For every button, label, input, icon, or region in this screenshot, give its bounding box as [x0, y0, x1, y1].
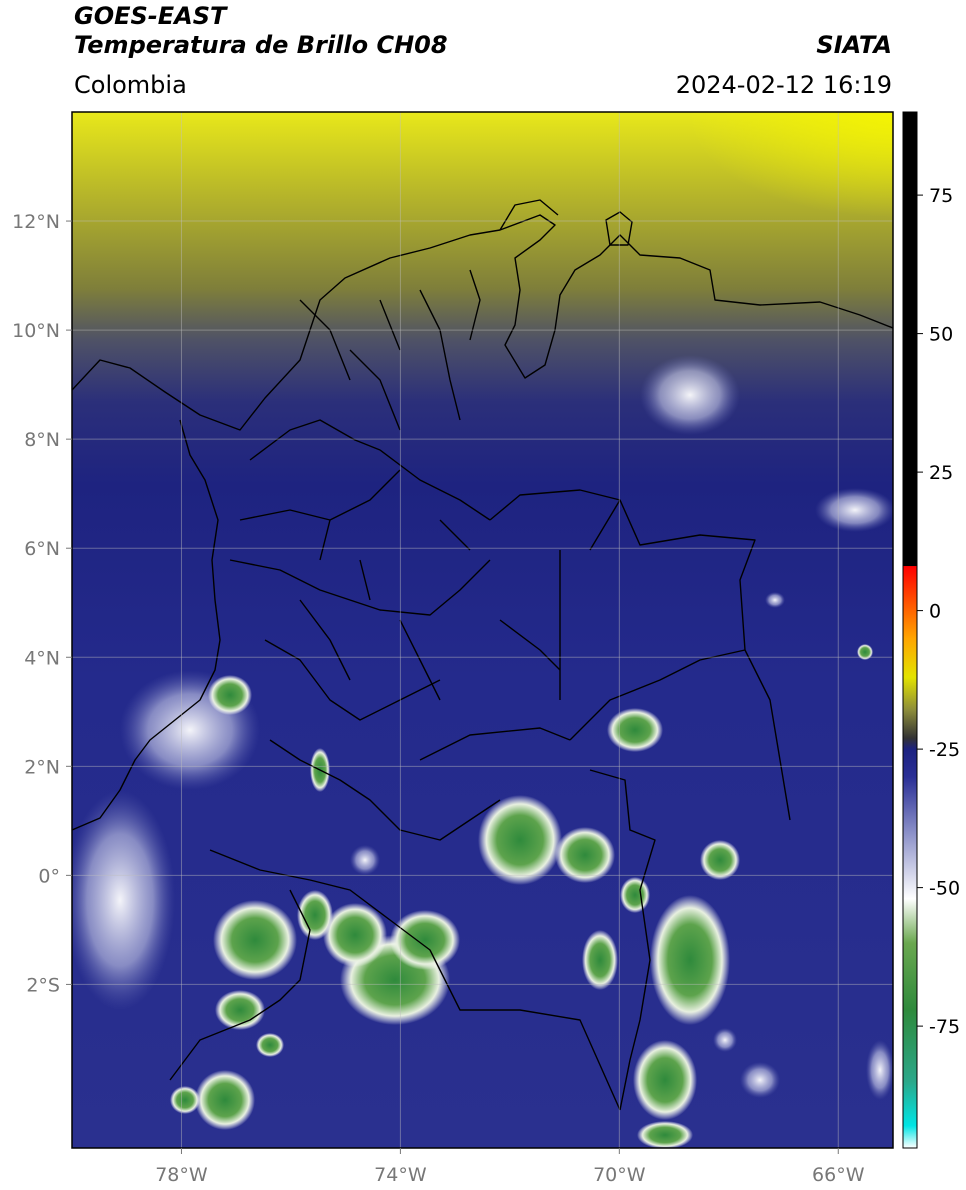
colorbar: 75 50 25 0 -25 -50 -75 — [902, 111, 960, 1149]
colorbar-tick-label: 0 — [929, 601, 941, 623]
latitude-axis: 12°N 10°N 8°N 6°N 4°N 2°N 0° 2°S — [12, 211, 72, 996]
colorbar-scale — [902, 111, 918, 1149]
caribbean-coastline — [72, 214, 893, 431]
colorbar-tick-label: -75 — [929, 1016, 960, 1038]
map-graticule — [72, 112, 893, 1148]
colorbar-tick-label: 50 — [929, 324, 953, 346]
coastlines-borders — [72, 199, 893, 1111]
map-imagery — [72, 112, 893, 1148]
dept-lines-c — [319, 269, 561, 671]
satellite-title: GOES-EAST — [74, 2, 227, 30]
lat-tick-label: 12°N — [12, 211, 60, 233]
dept-lines-b — [264, 299, 501, 841]
lat-tick-label: 2°N — [24, 756, 60, 778]
product-title: Temperatura de Brillo CH08 — [74, 31, 448, 59]
organization-label: SIATA — [816, 31, 892, 59]
lon-tick-label: 66°W — [812, 1164, 865, 1186]
lat-tick-label: 6°N — [24, 538, 60, 560]
colorbar-tick-label: 75 — [929, 185, 953, 207]
lat-tick-label: 8°N — [24, 429, 60, 451]
lat-tick-label: 10°N — [12, 320, 60, 342]
region-label: Colombia — [74, 71, 187, 99]
colombia-brazil-border — [569, 649, 746, 1111]
paraguana — [605, 211, 633, 246]
colorbar-tick-label: -25 — [929, 739, 960, 761]
cloud-features — [72, 355, 893, 1148]
longitude-axis: 78°W 74°W 70°W 66°W — [155, 1148, 865, 1186]
peru-ecuador-border — [169, 889, 311, 1081]
colombia-venezuela-border — [489, 489, 791, 821]
guajira-peninsula — [499, 199, 559, 231]
colorbar-tick-label: -50 — [929, 878, 960, 900]
lon-tick-label: 70°W — [593, 1164, 646, 1186]
lon-tick-label: 74°W — [374, 1164, 427, 1186]
lat-tick-label: 4°N — [24, 647, 60, 669]
lat-tick-label: 0° — [38, 865, 60, 887]
venezuela-internal — [419, 499, 621, 761]
pacific-coastline — [72, 419, 221, 831]
lon-tick-label: 78°W — [155, 1164, 208, 1186]
colorbar-tick-label: 25 — [929, 462, 953, 484]
lat-tick-label: 2°S — [26, 974, 60, 996]
map-frame — [71, 111, 894, 1149]
colombia-peru-border — [209, 849, 621, 1111]
timestamp-label: 2024-02-12 16:19 — [675, 71, 892, 99]
